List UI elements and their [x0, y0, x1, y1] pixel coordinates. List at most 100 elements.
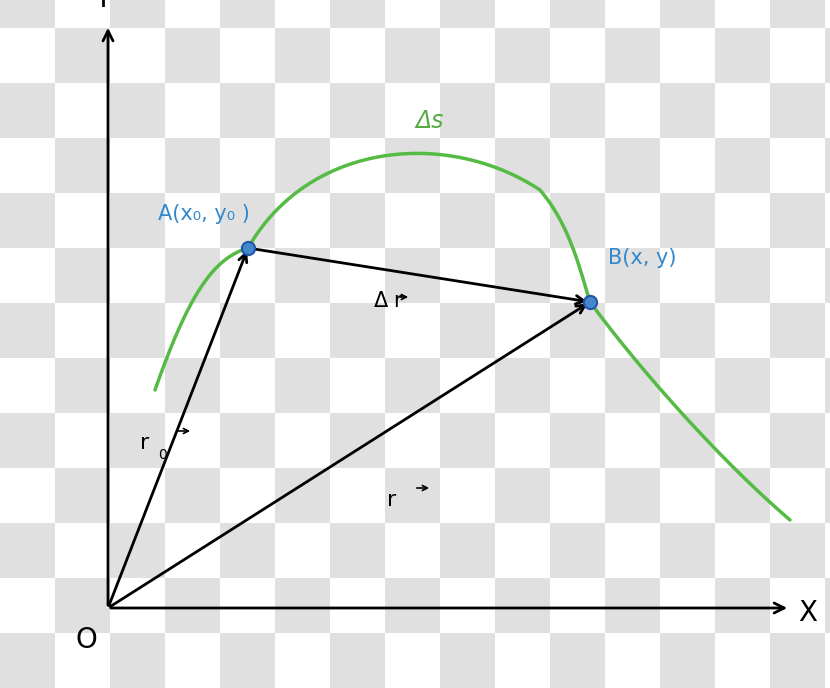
Bar — [110, 413, 165, 468]
Bar — [0, 633, 55, 688]
Bar — [275, 358, 330, 413]
Bar — [110, 523, 165, 578]
Bar — [770, 303, 825, 358]
Bar — [385, 83, 440, 138]
Bar — [385, 303, 440, 358]
Bar — [385, 413, 440, 468]
Bar — [385, 633, 440, 688]
Bar — [550, 468, 605, 523]
Bar — [55, 138, 110, 193]
Bar — [550, 0, 605, 28]
Bar — [440, 523, 495, 578]
Bar — [110, 633, 165, 688]
Bar — [165, 138, 220, 193]
Bar — [220, 633, 275, 688]
Bar — [275, 523, 330, 578]
Bar — [0, 0, 55, 28]
Bar — [220, 413, 275, 468]
Bar — [110, 0, 165, 28]
Bar — [165, 303, 220, 358]
Bar — [0, 303, 55, 358]
Bar — [605, 303, 660, 358]
Bar — [55, 193, 110, 248]
Bar — [660, 28, 715, 83]
Bar — [550, 138, 605, 193]
Bar — [715, 413, 770, 468]
Bar — [275, 28, 330, 83]
Bar — [605, 633, 660, 688]
Bar — [220, 0, 275, 28]
Bar — [385, 138, 440, 193]
Bar — [825, 0, 830, 28]
Bar — [550, 28, 605, 83]
Bar — [165, 193, 220, 248]
Bar — [55, 633, 110, 688]
Bar — [770, 413, 825, 468]
Bar — [385, 358, 440, 413]
Bar — [385, 523, 440, 578]
Bar — [495, 523, 550, 578]
Bar — [495, 0, 550, 28]
Bar — [110, 468, 165, 523]
Bar — [605, 83, 660, 138]
Bar — [220, 138, 275, 193]
Bar — [825, 83, 830, 138]
Bar — [220, 193, 275, 248]
Bar — [715, 523, 770, 578]
Bar — [165, 358, 220, 413]
Bar — [385, 468, 440, 523]
Bar — [770, 83, 825, 138]
Bar — [660, 413, 715, 468]
Bar — [825, 468, 830, 523]
Bar — [660, 303, 715, 358]
Bar — [770, 138, 825, 193]
Bar — [770, 578, 825, 633]
Bar — [330, 523, 385, 578]
Bar — [660, 0, 715, 28]
Bar — [220, 468, 275, 523]
Bar — [660, 358, 715, 413]
Bar — [605, 138, 660, 193]
Bar — [0, 138, 55, 193]
Bar — [605, 193, 660, 248]
Bar — [110, 28, 165, 83]
Bar — [660, 193, 715, 248]
Bar — [220, 358, 275, 413]
Bar — [220, 248, 275, 303]
Bar — [495, 578, 550, 633]
Bar — [660, 523, 715, 578]
Text: 0: 0 — [158, 448, 167, 462]
Text: r: r — [140, 433, 149, 453]
Bar — [385, 28, 440, 83]
Bar — [55, 413, 110, 468]
Bar — [660, 468, 715, 523]
Bar — [715, 138, 770, 193]
Bar — [770, 193, 825, 248]
Bar — [55, 83, 110, 138]
Bar — [715, 633, 770, 688]
Bar — [825, 413, 830, 468]
Bar — [550, 83, 605, 138]
Bar — [165, 468, 220, 523]
Bar — [110, 248, 165, 303]
Bar — [0, 358, 55, 413]
Bar — [275, 303, 330, 358]
Bar — [110, 193, 165, 248]
Bar — [220, 28, 275, 83]
Bar — [0, 468, 55, 523]
Bar — [825, 633, 830, 688]
Bar — [495, 358, 550, 413]
Text: Y: Y — [95, 0, 111, 13]
Bar — [715, 0, 770, 28]
Bar — [275, 633, 330, 688]
Bar — [495, 193, 550, 248]
Bar — [715, 83, 770, 138]
Bar — [165, 248, 220, 303]
Bar — [275, 0, 330, 28]
Bar — [440, 633, 495, 688]
Bar — [110, 138, 165, 193]
Bar — [495, 28, 550, 83]
Bar — [0, 248, 55, 303]
Bar — [825, 578, 830, 633]
Bar — [55, 468, 110, 523]
